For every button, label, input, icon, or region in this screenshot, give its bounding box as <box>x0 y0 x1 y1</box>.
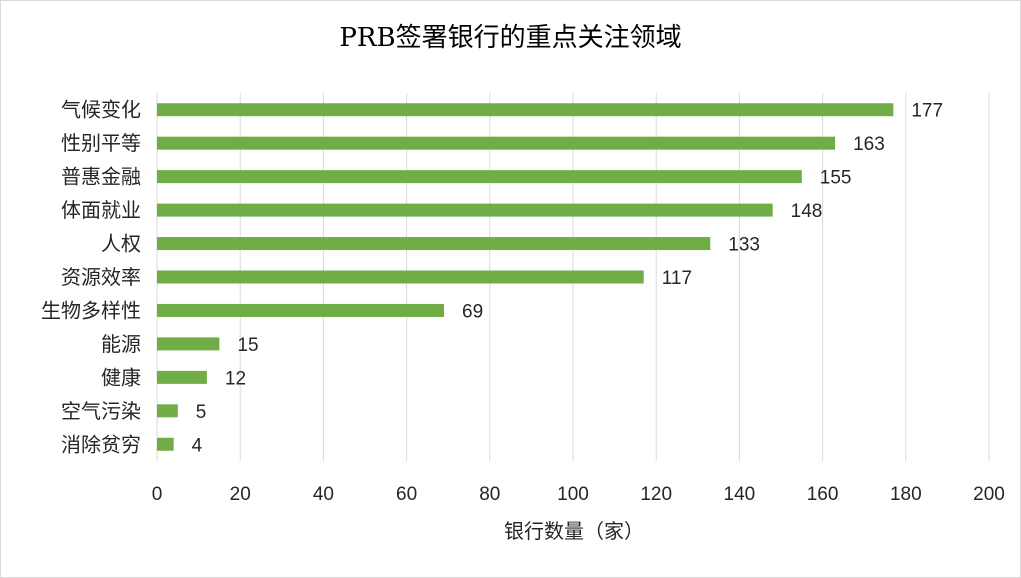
x-tick-label: 20 <box>230 484 251 505</box>
category-label: 体面就业 <box>61 198 141 222</box>
data-label: 69 <box>462 301 483 322</box>
bar <box>157 136 836 150</box>
data-label: 163 <box>853 134 885 155</box>
bar <box>157 303 445 317</box>
x-tick-label: 160 <box>807 484 839 505</box>
x-tick-label: 40 <box>313 484 334 505</box>
chart-title: PRB签署银行的重点关注领域 <box>339 23 682 53</box>
bar <box>157 203 773 217</box>
x-tick-label: 140 <box>724 484 756 505</box>
x-tick-label: 100 <box>557 484 589 505</box>
data-label: 155 <box>820 168 852 189</box>
data-label: 12 <box>225 368 246 389</box>
category-label: 资源效率 <box>61 265 141 289</box>
data-label: 4 <box>192 435 203 456</box>
x-tick-label: 180 <box>890 484 922 505</box>
bar <box>157 270 644 284</box>
bar <box>157 404 178 418</box>
bar <box>157 170 802 184</box>
data-label: 117 <box>662 268 692 289</box>
category-label: 人权 <box>101 232 141 256</box>
bar <box>157 370 207 384</box>
category-label: 生物多样性 <box>41 298 141 322</box>
data-label: 15 <box>237 335 258 356</box>
data-label: 133 <box>728 235 760 256</box>
category-label: 性别平等 <box>61 131 141 155</box>
bar <box>157 237 711 251</box>
bar <box>157 437 174 451</box>
x-tick-label: 120 <box>640 484 672 505</box>
category-label: 气候变化 <box>61 98 141 122</box>
bar <box>157 103 894 117</box>
category-label: 消除贫穷 <box>61 432 141 456</box>
bar <box>157 337 220 351</box>
x-tick-label: 80 <box>479 484 500 505</box>
x-axis-title: 银行数量（家） <box>504 519 644 543</box>
data-label: 5 <box>196 402 207 423</box>
category-label: 能源 <box>101 332 141 356</box>
x-tick-label: 0 <box>152 484 163 505</box>
x-tick-label: 60 <box>396 484 417 505</box>
data-label: 177 <box>911 101 943 122</box>
category-label: 空气污染 <box>61 399 141 423</box>
category-label: 健康 <box>101 365 141 389</box>
category-label: 普惠金融 <box>61 165 141 189</box>
x-tick-label: 200 <box>973 484 1005 505</box>
data-label: 148 <box>791 201 823 222</box>
